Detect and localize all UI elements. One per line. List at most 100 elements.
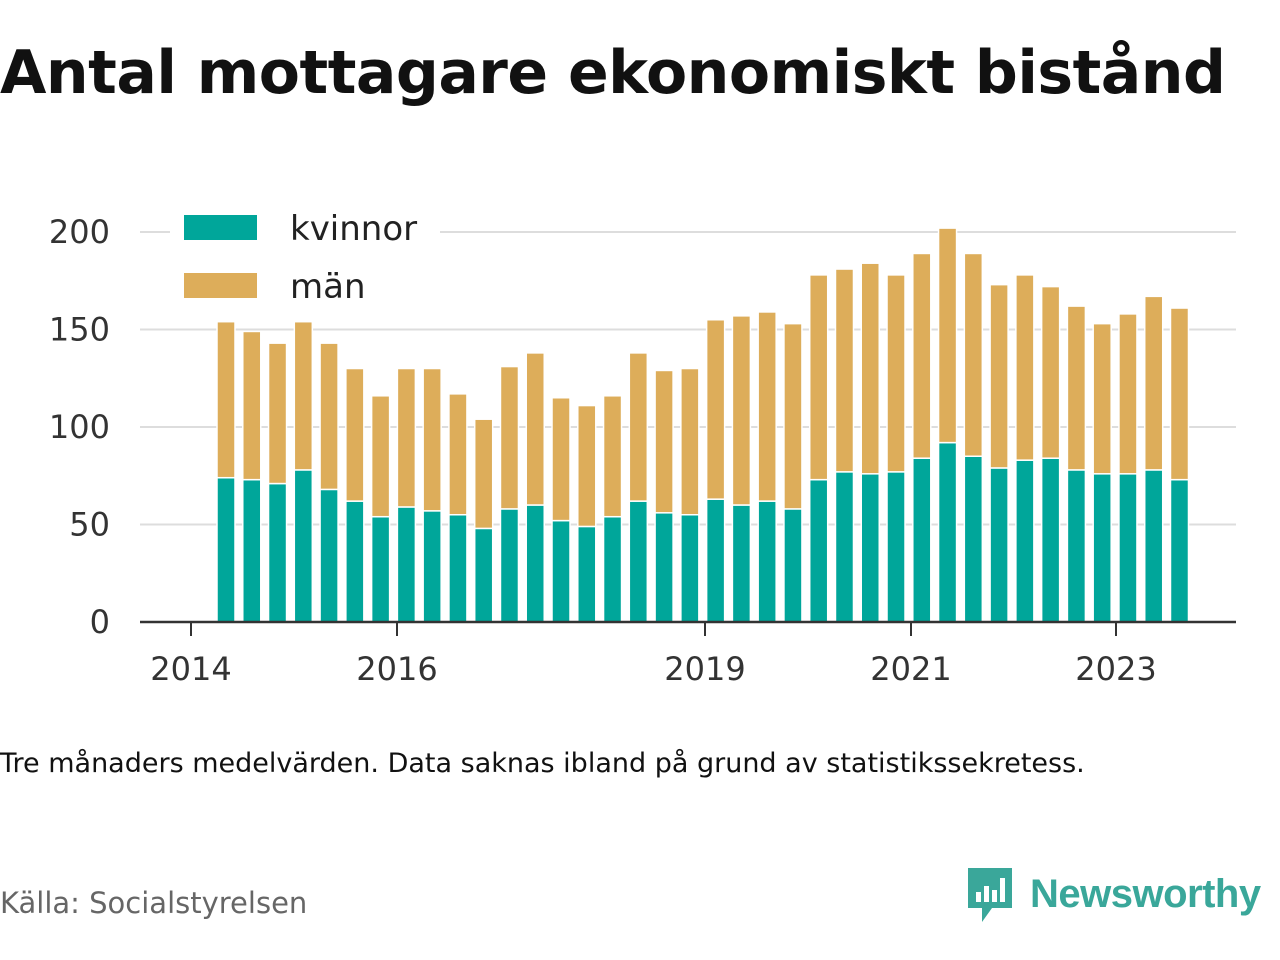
bar-kvinnor (937, 441, 958, 623)
bar-kvinnor (473, 527, 494, 623)
legend: kvinnor män (170, 202, 440, 310)
legend-label: män (290, 267, 366, 307)
bar-kvinnor (1143, 469, 1164, 623)
bar-män (757, 311, 777, 502)
chart-title: Antal mottagare ekonomiskt bistånd (0, 38, 1226, 108)
bar-kvinnor (1066, 469, 1087, 623)
legend-label: kvinnor (290, 209, 417, 249)
y-tick-label: 50 (69, 506, 110, 544)
bar-kvinnor (731, 504, 752, 623)
bar-kvinnor (602, 515, 623, 623)
brand-logo[interactable]: Newsworthy (964, 862, 1261, 926)
bar-män (551, 397, 571, 522)
bar-kvinnor (577, 525, 597, 623)
bar-män (654, 369, 674, 514)
bar-män (293, 320, 314, 471)
bar-kvinnor (525, 504, 545, 623)
bar-kvinnor (1118, 473, 1138, 623)
y-tick-label: 150 (49, 311, 110, 349)
bar-kvinnor (242, 478, 262, 623)
legend-swatch (184, 273, 257, 298)
x-tick-label: 2014 (150, 650, 231, 688)
stacked-bar-chart: 0 50 100 150 200 2014 2016 2019 2021 2023 kvinno… (48, 202, 1236, 688)
bar-kvinnor (989, 467, 1009, 623)
x-tick-label: 2019 (664, 650, 745, 688)
bar-kvinnor (499, 508, 520, 623)
x-axis-ticks: 2014 2016 2019 2021 2023 (150, 622, 1157, 688)
bar-kvinnor (551, 519, 571, 623)
legend-swatch (184, 215, 257, 240)
bar-män (473, 418, 494, 530)
chart-note: Tre månaders medelvärden. Data saknas ib… (0, 748, 1085, 779)
bar-män (731, 315, 752, 506)
bar-män (577, 404, 597, 528)
bar-kvinnor (448, 514, 468, 623)
bar-män (1169, 307, 1190, 481)
bar-kvinnor (834, 471, 855, 623)
bar-män (448, 393, 468, 516)
bar-män (396, 367, 417, 508)
bar-kvinnor (886, 471, 906, 623)
bar-kvinnor (757, 500, 777, 623)
bar-kvinnor (680, 514, 700, 623)
newsworthy-logo-icon (968, 868, 1012, 922)
bar-män (1015, 274, 1035, 461)
bar-män (705, 319, 726, 500)
y-axis-labels: 0 50 100 150 200 (49, 213, 110, 641)
bar-män (499, 365, 520, 510)
bar-män (319, 342, 339, 491)
bar-kvinnor (1092, 473, 1112, 623)
bar-män (860, 262, 880, 475)
bar-män (886, 274, 906, 473)
y-tick-label: 0 (90, 603, 110, 641)
brand-name: Newsworthy (1030, 871, 1261, 916)
bar-kvinnor (963, 455, 984, 623)
bar-kvinnor (345, 500, 365, 623)
bar-män (783, 322, 803, 510)
bar-kvinnor (860, 473, 880, 623)
bar-kvinnor (370, 515, 391, 623)
bar-kvinnor (216, 476, 236, 623)
bar-kvinnor (319, 488, 339, 623)
bar-kvinnor (1015, 459, 1035, 623)
bar-män (989, 283, 1009, 469)
bar-män (422, 367, 442, 512)
y-tick-label: 100 (49, 408, 110, 446)
bar-kvinnor (293, 469, 314, 623)
bar-män (1040, 285, 1061, 459)
bar-män (834, 268, 855, 473)
bar-kvinnor (628, 500, 649, 623)
bar-män (370, 395, 391, 518)
bar-kvinnor (705, 498, 726, 623)
bar-män (216, 320, 236, 479)
bar-män (1066, 305, 1087, 471)
bar-män (912, 252, 932, 459)
y-tick-label: 200 (49, 213, 110, 251)
bar-män (680, 367, 700, 516)
bar-män (525, 352, 545, 506)
bar-kvinnor (1040, 457, 1061, 623)
bar-män (345, 367, 365, 502)
bar-kvinnor (808, 478, 829, 623)
bar-kvinnor (396, 506, 417, 623)
source-label: Källa: Socialstyrelsen (0, 886, 308, 920)
bar-män (937, 227, 958, 444)
bar-män (242, 330, 262, 481)
bar-män (963, 252, 984, 457)
bar-män (1118, 313, 1138, 475)
bar-kvinnor (783, 508, 803, 623)
bar-män (267, 342, 288, 485)
bar-kvinnor (912, 457, 932, 623)
bar-kvinnor (654, 512, 674, 623)
x-tick-label: 2016 (356, 650, 437, 688)
bar-män (1143, 295, 1164, 471)
x-tick-label: 2021 (870, 650, 951, 688)
bar-män (602, 395, 623, 518)
bar-män (1092, 322, 1112, 475)
x-tick-label: 2023 (1075, 650, 1156, 688)
bar-män (808, 274, 829, 481)
bar-män (628, 352, 649, 502)
bar-kvinnor (422, 510, 442, 623)
bar-kvinnor (267, 482, 288, 623)
bar-kvinnor (1169, 478, 1190, 623)
